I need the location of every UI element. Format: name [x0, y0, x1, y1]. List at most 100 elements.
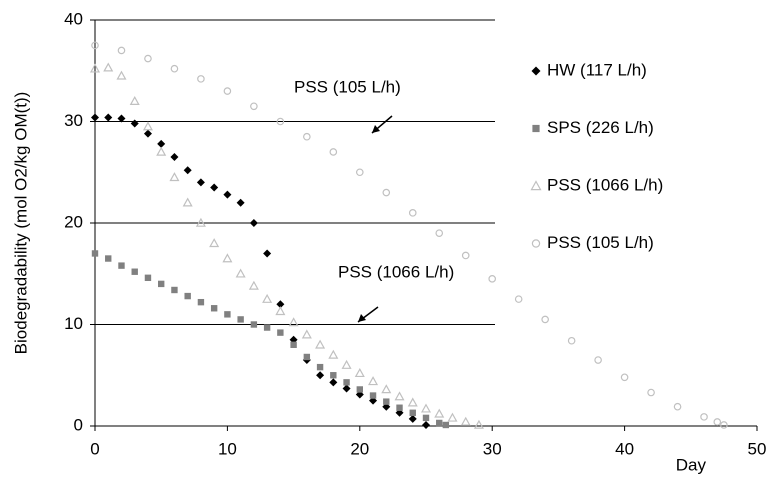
- y-tick-label: 0: [74, 415, 83, 434]
- x-tick-label: 20: [350, 439, 369, 458]
- legend-label: PSS (1066 L/h): [547, 175, 663, 194]
- marker: [436, 419, 443, 427]
- marker: [104, 113, 113, 122]
- marker: [368, 376, 379, 386]
- marker: [342, 384, 351, 393]
- marker: [262, 293, 273, 303]
- x-tick-label: 0: [90, 439, 99, 458]
- marker: [442, 421, 450, 429]
- marker: [249, 219, 258, 227]
- series: [89, 62, 484, 429]
- marker: [408, 414, 417, 423]
- marker: [103, 62, 114, 72]
- marker: [303, 353, 311, 361]
- marker: [182, 197, 193, 207]
- marker: [394, 391, 405, 401]
- marker: [290, 341, 297, 348]
- marker: [210, 183, 219, 192]
- marker: [473, 419, 484, 429]
- marker: [197, 75, 205, 83]
- marker: [235, 268, 246, 278]
- marker: [131, 268, 138, 275]
- marker: [460, 416, 471, 426]
- marker: [237, 316, 244, 323]
- marker: [144, 274, 152, 282]
- marker: [183, 166, 192, 175]
- legend-label: PSS (105 L/h): [547, 233, 654, 252]
- marker: [700, 413, 708, 421]
- marker: [171, 286, 178, 294]
- marker: [130, 119, 139, 128]
- marker: [301, 329, 312, 339]
- marker: [434, 408, 445, 418]
- x-tick-label: 30: [483, 439, 502, 458]
- legend-label: SPS (226 L/h): [547, 118, 654, 137]
- marker: [276, 117, 285, 126]
- marker: [275, 306, 286, 316]
- marker: [117, 46, 126, 55]
- marker: [288, 317, 299, 327]
- legend-label: HW (117 L/h): [547, 60, 647, 79]
- legend-box: [496, 50, 764, 265]
- marker: [422, 420, 430, 429]
- marker: [383, 398, 390, 405]
- marker: [144, 54, 152, 63]
- marker: [369, 392, 377, 399]
- marker: [567, 336, 576, 345]
- marker: [420, 403, 432, 413]
- marker: [341, 359, 352, 369]
- marker: [170, 64, 179, 73]
- marker: [129, 95, 140, 105]
- marker: [330, 372, 337, 379]
- marker: [316, 363, 324, 371]
- marker: [170, 153, 179, 162]
- marker: [263, 249, 272, 258]
- marker: [356, 386, 363, 393]
- marker: [530, 180, 542, 191]
- x-tick-label: 10: [218, 439, 237, 458]
- x-tick-label: 50: [748, 439, 767, 458]
- marker: [209, 238, 220, 248]
- marker: [329, 148, 338, 156]
- x-axis-label: Day: [676, 455, 707, 474]
- marker: [720, 421, 728, 429]
- series: [91, 250, 450, 429]
- marker: [488, 275, 497, 283]
- marker: [422, 414, 430, 422]
- marker: [396, 404, 403, 411]
- marker: [276, 300, 285, 309]
- marker: [195, 217, 206, 227]
- marker: [409, 409, 416, 417]
- marker: [354, 367, 365, 378]
- marker: [236, 198, 245, 207]
- marker: [91, 41, 99, 50]
- marker: [184, 292, 191, 300]
- x-tick-label: 40: [615, 439, 634, 458]
- y-tick-label: 10: [64, 314, 83, 333]
- marker: [222, 253, 233, 263]
- marker: [447, 412, 458, 422]
- marker: [196, 178, 205, 187]
- y-tick-label: 40: [64, 9, 83, 28]
- marker: [224, 311, 231, 318]
- marker: [381, 384, 392, 394]
- marker: [541, 315, 549, 324]
- marker: [223, 87, 232, 95]
- marker: [673, 402, 682, 411]
- marker: [315, 339, 326, 349]
- marker: [407, 397, 418, 407]
- marker: [210, 305, 218, 312]
- marker: [143, 129, 152, 138]
- marker: [91, 250, 99, 257]
- annotation: PSS (1066 L/h): [338, 262, 454, 281]
- marker: [248, 280, 259, 290]
- marker: [303, 132, 311, 141]
- y-axis-label: Biodegradability (mol O2/kg OM(t)): [11, 92, 30, 355]
- marker: [142, 121, 153, 131]
- marker: [169, 172, 180, 182]
- marker: [435, 229, 444, 237]
- marker: [328, 349, 339, 359]
- marker: [157, 139, 166, 148]
- marker: [105, 255, 112, 262]
